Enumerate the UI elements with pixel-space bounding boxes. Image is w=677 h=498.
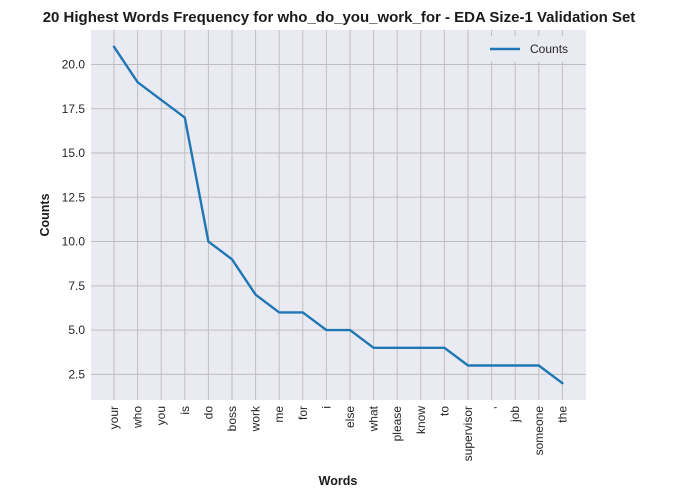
x-tick-label: what bbox=[367, 405, 381, 432]
series-line-0 bbox=[112, 45, 564, 385]
y-tick-label: 12.5 bbox=[62, 190, 86, 204]
x-tick-label: who bbox=[131, 406, 145, 429]
x-tick-label: else bbox=[343, 406, 357, 428]
y-axis-label: Counts bbox=[38, 193, 52, 236]
y-tick-label: 5.0 bbox=[68, 323, 85, 337]
x-tick-label: is bbox=[178, 406, 192, 415]
x-tick-label: boss bbox=[225, 406, 239, 431]
y-tick-label: 2.5 bbox=[68, 367, 85, 381]
x-tick-label: to bbox=[437, 406, 451, 416]
y-tick-label: 15.0 bbox=[62, 146, 86, 160]
y-tick-label: 7.5 bbox=[68, 279, 85, 293]
x-tick-label: the bbox=[555, 406, 569, 423]
x-tick-label: your bbox=[107, 406, 121, 429]
x-tick-label: know bbox=[414, 406, 428, 434]
x-tick-label: work bbox=[249, 405, 263, 432]
x-tick-label: please bbox=[390, 406, 404, 442]
y-tick-label: 20.0 bbox=[62, 58, 86, 72]
x-tick-labels: your who you is do boss work me for i else what plea… bbox=[107, 405, 569, 461]
x-tick-label: you bbox=[154, 406, 168, 425]
x-tick-label: for bbox=[296, 406, 310, 420]
x-tick-label: i bbox=[319, 406, 333, 409]
plot-area bbox=[91, 30, 586, 400]
series-group bbox=[112, 45, 564, 385]
x-tick-label: supervisor bbox=[461, 406, 475, 461]
x-tick-label: job bbox=[508, 406, 522, 423]
x-tick-label: me bbox=[272, 406, 286, 423]
x-tick-label: do bbox=[201, 406, 215, 420]
chart-title: 20 Highest Words Frequency for who_do_yo… bbox=[43, 9, 636, 26]
legend: Counts bbox=[481, 36, 579, 62]
y-tick-label: 17.5 bbox=[62, 102, 86, 116]
legend-label: Counts bbox=[530, 42, 568, 56]
x-tick-label: someone bbox=[532, 406, 546, 456]
y-tick-labels: 2.5 5.0 7.5 10.0 12.5 15.0 17.5 20.0 bbox=[62, 58, 86, 382]
y-tick-label: 10.0 bbox=[62, 235, 86, 249]
x-axis-label: Words bbox=[319, 474, 358, 488]
grid-lines bbox=[91, 30, 586, 400]
x-tick-label: , bbox=[485, 406, 499, 409]
